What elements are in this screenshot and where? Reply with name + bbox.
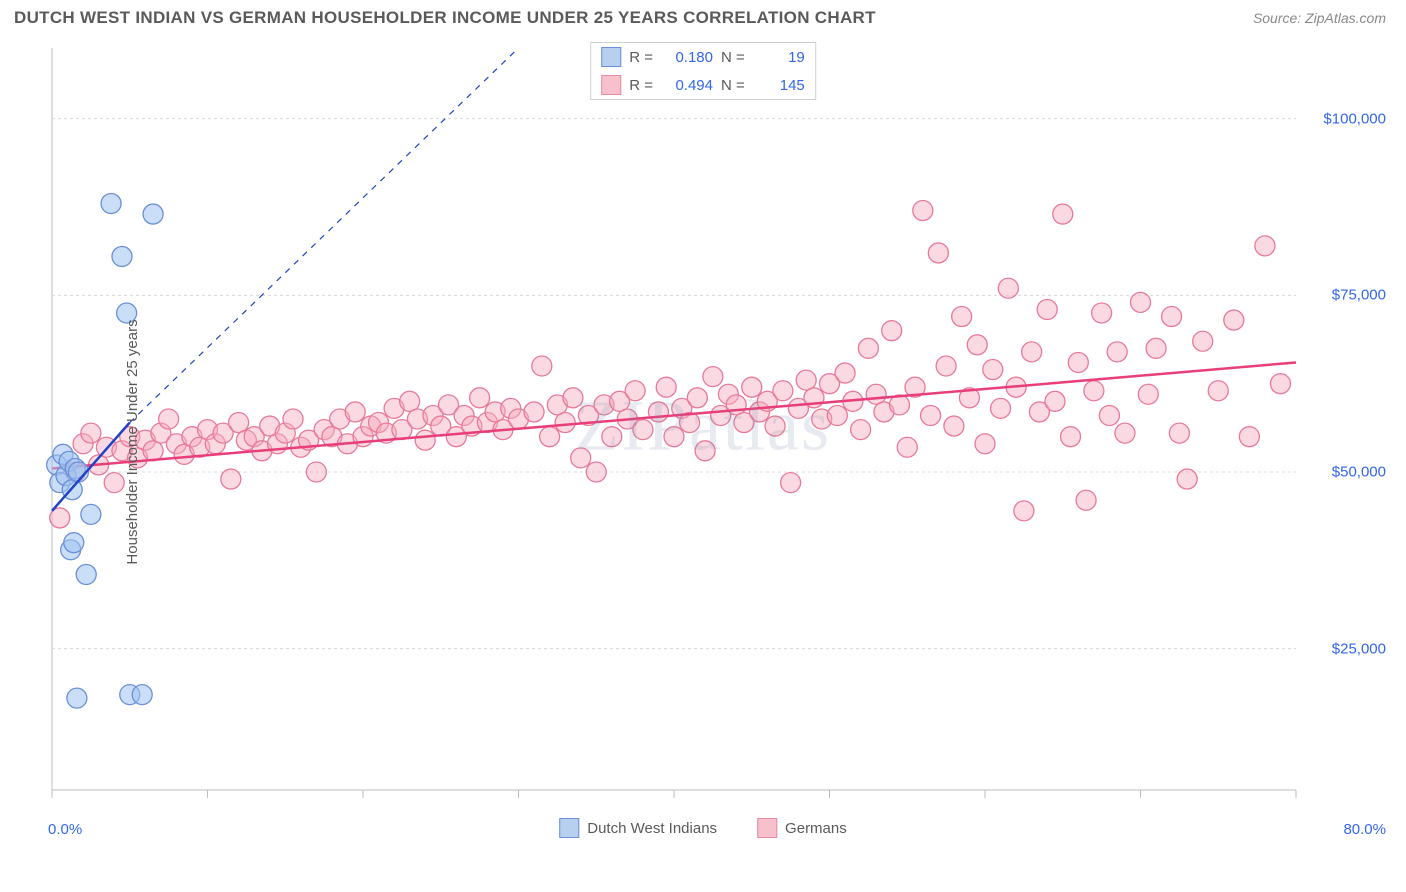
chart-area: Householder Income Under 25 years ZIPatl… xyxy=(14,42,1392,842)
x-axis-min: 0.0% xyxy=(48,821,82,838)
scatter-chart xyxy=(14,42,1392,842)
source-attribution: Source: ZipAtlas.com xyxy=(1253,10,1386,26)
chart-title: DUTCH WEST INDIAN VS GERMAN HOUSEHOLDER … xyxy=(14,8,876,28)
legend-row-pink: R = 0.494 N = 145 xyxy=(591,71,815,99)
swatch-blue xyxy=(559,818,579,838)
series-legend: Dutch West Indians Germans xyxy=(559,818,846,838)
y-axis-label: Householder Income Under 25 years xyxy=(124,319,141,564)
r-value-pink: 0.494 xyxy=(661,77,713,94)
r-label: R = xyxy=(629,49,653,66)
n-value-pink: 145 xyxy=(753,77,805,94)
y-tick-label: $75,000 xyxy=(1332,287,1386,304)
swatch-pink xyxy=(601,75,621,95)
y-tick-label: $100,000 xyxy=(1323,110,1386,127)
r-label: R = xyxy=(629,77,653,94)
r-value-blue: 0.180 xyxy=(661,49,713,66)
y-tick-label: $25,000 xyxy=(1332,640,1386,657)
y-tick-label: $50,000 xyxy=(1332,464,1386,481)
x-axis-max: 80.0% xyxy=(1343,821,1386,838)
correlation-legend: R = 0.180 N = 19 R = 0.494 N = 145 xyxy=(590,42,816,100)
n-value-blue: 19 xyxy=(753,49,805,66)
legend-label: Germans xyxy=(785,820,847,837)
legend-item-dutch: Dutch West Indians xyxy=(559,818,717,838)
swatch-blue xyxy=(601,47,621,67)
legend-label: Dutch West Indians xyxy=(587,820,717,837)
swatch-pink xyxy=(757,818,777,838)
legend-item-german: Germans xyxy=(757,818,847,838)
n-label: N = xyxy=(721,77,745,94)
legend-row-blue: R = 0.180 N = 19 xyxy=(591,43,815,71)
n-label: N = xyxy=(721,49,745,66)
